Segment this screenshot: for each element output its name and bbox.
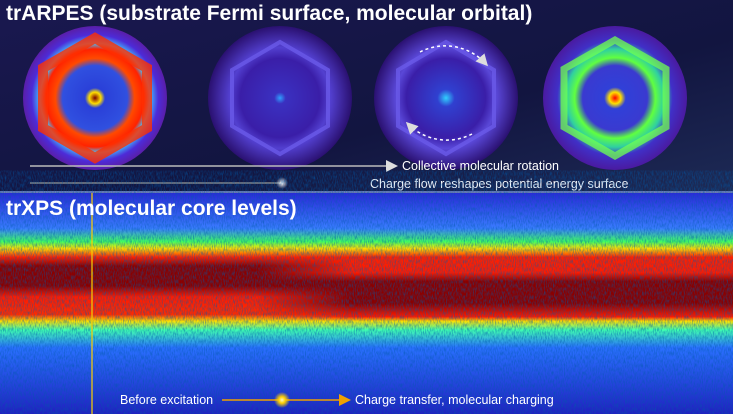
- arpes-hexagon: [230, 39, 330, 157]
- arpes-disc: [374, 26, 518, 170]
- marker-dot: [276, 177, 288, 189]
- arpes-disc: [208, 26, 352, 170]
- marker-dot: [274, 392, 290, 408]
- arrow-caption: Charge flow reshapes potential energy su…: [370, 177, 629, 191]
- arpes-hexagon: [560, 35, 670, 161]
- rotation-arrow: [405, 121, 473, 141]
- arpes-images: [23, 26, 687, 170]
- top-title: trARPES (substrate Fermi surface, molecu…: [6, 2, 532, 25]
- rotation-arrow: [419, 45, 489, 67]
- end-caption: Charge transfer, molecular charging: [355, 393, 554, 407]
- bottom-title: trXPS (molecular core levels): [6, 197, 297, 220]
- xps-noise: [0, 193, 733, 414]
- start-caption: Before excitation: [120, 393, 213, 407]
- arrow-caption: Collective molecular rotation: [402, 159, 559, 173]
- divider: [0, 191, 733, 193]
- arpes-hexagon: [38, 32, 152, 164]
- arpes-hexagon: [396, 39, 496, 157]
